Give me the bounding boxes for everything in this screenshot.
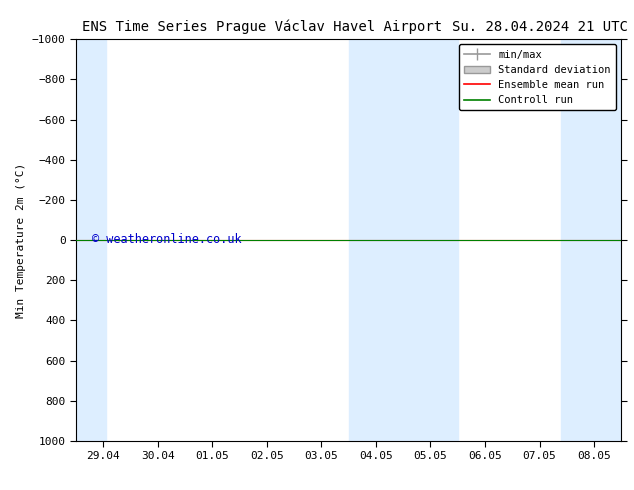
Bar (76, 39, 106, 441)
Y-axis label: Min Temperature 2m (°C): Min Temperature 2m (°C) (16, 163, 27, 318)
Bar (561, 39, 621, 441)
Legend: min/max, Standard deviation, Ensemble mean run, Controll run: min/max, Standard deviation, Ensemble me… (459, 45, 616, 110)
Bar (349, 39, 458, 441)
Text: Su. 28.04.2024 21 UTC: Su. 28.04.2024 21 UTC (452, 20, 628, 34)
Text: ENS Time Series Prague Václav Havel Airport: ENS Time Series Prague Václav Havel Airp… (82, 20, 443, 34)
Text: © weatheronline.co.uk: © weatheronline.co.uk (93, 233, 242, 246)
